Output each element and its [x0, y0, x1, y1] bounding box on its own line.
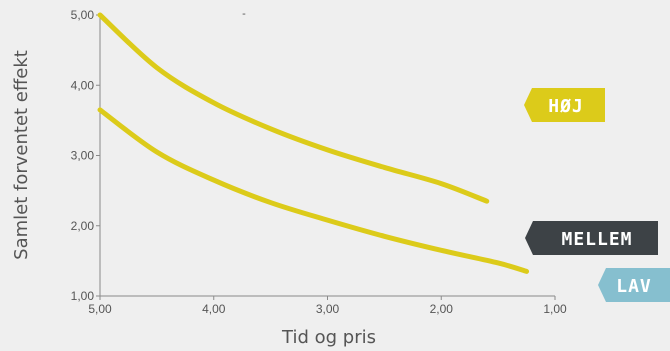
- badge-mellem-shape: [525, 221, 658, 255]
- badge-lav: LAV: [598, 268, 670, 302]
- badge-lav-shape: [598, 268, 670, 302]
- x-tick-label: 4,00: [202, 302, 226, 316]
- y-tick-label: 5,00: [71, 8, 95, 22]
- badge-lav-label: LAV: [616, 276, 652, 297]
- y-tick-label: 1,00: [71, 289, 95, 303]
- badge-hoj: HØJ: [524, 88, 605, 122]
- series-group: [97, 12, 530, 274]
- x-tick-label: 5,00: [88, 302, 112, 316]
- x-tick-label: 2,00: [430, 302, 454, 316]
- axes: [99, 15, 555, 297]
- series-line-1: [97, 107, 530, 274]
- x-tick-label: 3,00: [316, 302, 340, 316]
- badge-hoj-shape: [524, 88, 605, 122]
- series-line-0: [97, 12, 490, 204]
- y-axis-title: Samlet forventet effekt: [11, 50, 32, 260]
- badge-hoj-label: HØJ: [548, 96, 584, 117]
- y-tick-label: 2,00: [71, 219, 95, 233]
- badge-mellem: MELLEM: [525, 221, 658, 255]
- badge-mellem-label: MELLEM: [561, 229, 632, 250]
- y-tick-label: 4,00: [71, 78, 95, 92]
- chart-annotation: -: [242, 8, 246, 20]
- y-ticks: 1,00 2,00 3,00 4,00 5,00: [71, 8, 100, 303]
- x-tick-label: 1,00: [543, 302, 567, 316]
- x-axis-title: Tid og pris: [281, 327, 376, 348]
- x-ticks: 5,00 4,00 3,00 2,00 1,00: [88, 296, 567, 316]
- y-tick-label: 3,00: [71, 149, 95, 163]
